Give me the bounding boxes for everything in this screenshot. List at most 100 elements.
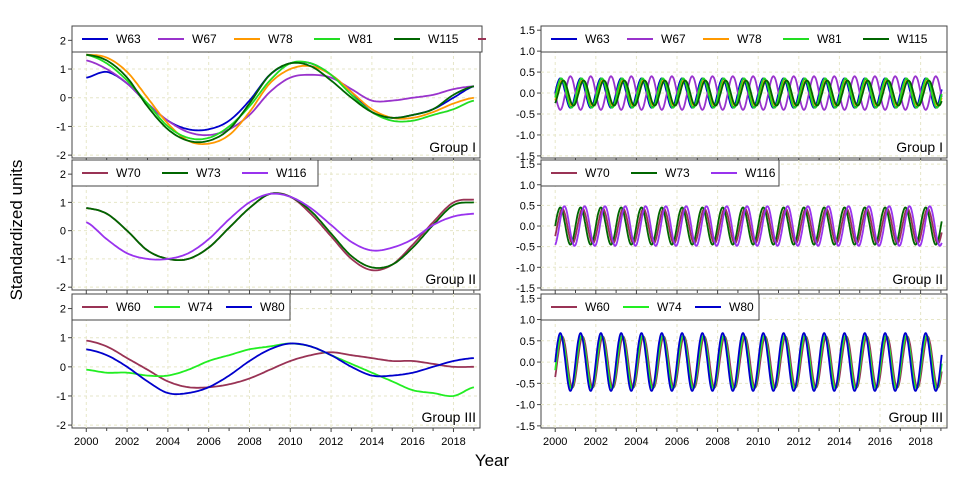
legend-label-W80: W80	[260, 300, 285, 314]
x-tick-label: 2004	[156, 436, 180, 448]
legend-label-W67: W67	[661, 32, 686, 46]
y-tick-label: -2	[56, 420, 66, 432]
series-line-W81	[554, 77, 943, 109]
legend-label-W73: W73	[196, 166, 221, 180]
panel-left-3: -2 -1 0 1 2 2000 2002 2004 2006 2008 2010 2012 2014 2…	[56, 293, 481, 448]
x-tick-label: 2000	[74, 436, 98, 448]
legend-label-W74: W74	[188, 300, 213, 314]
y-tick-label: -1	[56, 254, 66, 266]
y-tick-label: 1.5	[520, 293, 535, 305]
legend-label-W115: W115	[428, 32, 459, 46]
x-tick-label: 2008	[237, 436, 261, 448]
y-tick-label: 2	[60, 35, 66, 47]
x-tick-label: 2004	[624, 436, 648, 448]
legend-label-W63: W63	[585, 32, 610, 46]
y-tick-label: 1.5	[520, 25, 535, 37]
panel-left-1: -2 -1 0 1 2 W63 W67 W78 W81 W115 Group I	[56, 25, 486, 162]
x-tick-label: 2016	[868, 436, 892, 448]
legend-label-W67: W67	[192, 32, 217, 46]
legend-label-W81: W81	[348, 32, 373, 46]
x-tick-label: 2012	[787, 436, 811, 448]
x-tick-label: 2014	[827, 436, 851, 448]
x-tick-label: 2018	[441, 436, 465, 448]
legend-label-W70: W70	[116, 166, 141, 180]
legend-label-W116: W116	[745, 166, 776, 180]
y-tick-label: 1.5	[520, 159, 535, 171]
x-tick-label: 2012	[319, 436, 343, 448]
x-tick-label: 2002	[115, 436, 139, 448]
legend-label-W73: W73	[665, 166, 690, 180]
x-tick-label: 2010	[278, 436, 302, 448]
y-tick-label: 0	[60, 362, 66, 374]
y-tick-label: 2	[60, 304, 66, 316]
y-tick-label: -1.5	[516, 283, 535, 295]
y-tick-label: -1.0	[516, 130, 535, 142]
y-tick-label: 0	[60, 226, 66, 238]
series-line-W78	[86, 53, 475, 146]
legend-label-W70: W70	[585, 166, 610, 180]
x-tick-label: 2016	[400, 436, 424, 448]
legend-label-W74: W74	[657, 300, 682, 314]
legend: W70 W73 W116	[540, 159, 780, 187]
series-line-W81	[86, 53, 475, 141]
legend-label-W80: W80	[729, 300, 754, 314]
y-tick-label: 1	[60, 333, 66, 345]
group-label: Group III	[889, 409, 943, 425]
y-tick-label: -0.5	[516, 378, 535, 390]
y-tick-label: 1	[60, 64, 66, 76]
x-tick-label: 2014	[360, 436, 384, 448]
x-tick-label: 2000	[543, 436, 567, 448]
y-tick-label: 0.5	[520, 336, 535, 348]
legend-box	[71, 293, 291, 321]
panel-right-2: -1.5 -1.0 -0.5 0.0 0.5 1.0 1.5 W70 W73 W116 Group …	[516, 159, 948, 295]
y-tick-label: 1.0	[520, 315, 535, 327]
series-line-W116	[554, 205, 943, 247]
y-tick-label: 0.0	[520, 221, 535, 233]
legend: W60 W74 W80	[71, 293, 291, 321]
y-tick-label: 1	[60, 197, 66, 209]
legend: W60 W74 W80	[540, 293, 760, 321]
group-label: Group II	[425, 271, 476, 287]
x-tick-label: 2018	[908, 436, 932, 448]
y-tick-label: 0.0	[520, 88, 535, 100]
y-tick-label: -1.5	[516, 151, 535, 163]
y-tick-label: -2	[56, 282, 66, 294]
x-tick-label: 2006	[665, 436, 689, 448]
legend-label-W78: W78	[268, 32, 293, 46]
y-tick-label: 1.0	[520, 46, 535, 58]
y-tick-label: 0.0	[520, 357, 535, 369]
x-tick-label: 2006	[196, 436, 220, 448]
series-line-W116	[85, 192, 474, 261]
y-tick-label: -1	[56, 121, 66, 133]
y-tick-label: -2	[56, 150, 66, 162]
series-line-W80	[554, 332, 943, 392]
x-axis-label: Year	[475, 451, 510, 470]
x-tick-label: 2010	[746, 436, 770, 448]
y-tick-label: 2	[60, 169, 66, 181]
group-label: Group I	[429, 139, 476, 155]
y-tick-label: 0.5	[520, 200, 535, 212]
y-tick-label: -0.5	[516, 109, 535, 121]
y-tick-label: -1	[56, 391, 66, 403]
y-tick-label: -1.0	[516, 400, 535, 412]
legend-label-W115: W115	[897, 32, 928, 46]
y-tick-label: -0.5	[516, 242, 535, 254]
legend-box	[71, 159, 319, 187]
y-tick-label: -1.0	[516, 262, 535, 274]
legend-label-W63: W63	[116, 32, 141, 46]
legend-label-W78: W78	[737, 32, 762, 46]
legend-label-W81: W81	[817, 32, 842, 46]
panel-right-1: -1.5 -1.0 -0.5 0.0 0.5 1.0 1.5 W63 W67 W78 W81 W115…	[516, 25, 948, 163]
panel-right-3: -1.5 -1.0 -0.5 0.0 0.5 1.0 1.5 2000 2002 2004 2006…	[516, 293, 948, 448]
series-line-W115	[86, 53, 475, 144]
panel-left-2: -2 -1 0 1 2 W70 W73 W116 Group II	[56, 159, 481, 294]
legend-box	[540, 159, 780, 187]
legend: W63 W67 W78 W81 W115	[540, 25, 948, 53]
series-line-W60	[86, 339, 474, 389]
legend-label-W60: W60	[116, 300, 141, 314]
group-label: Group I	[896, 139, 943, 155]
x-tick-label: 2002	[584, 436, 608, 448]
series-line-W115	[554, 79, 943, 107]
y-tick-label: 0.5	[520, 67, 535, 79]
